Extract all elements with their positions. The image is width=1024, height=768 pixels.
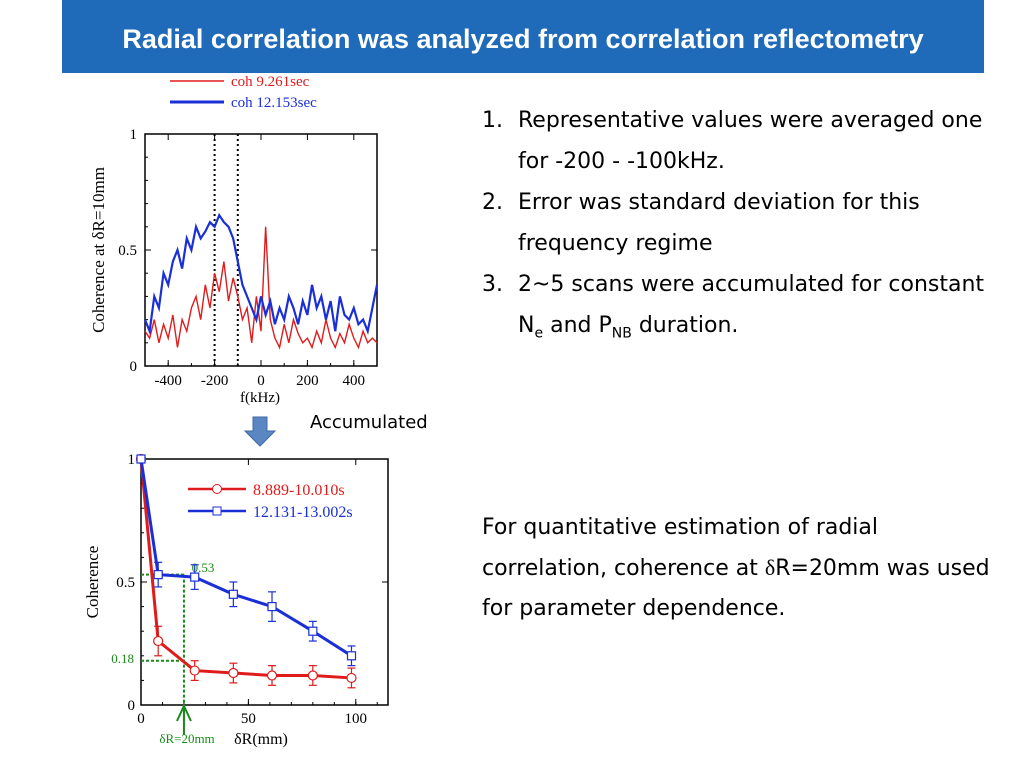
slide-title: Radial correlation was analyzed from cor… <box>122 24 924 54</box>
chart2-annotation: 0.53 <box>192 560 215 575</box>
chart1-ytick-label: 1 <box>130 127 138 143</box>
list-item: 2. Error was standard deviation for this … <box>482 182 1002 264</box>
chart2-ytick-label: 0.5 <box>116 575 135 591</box>
chart1-legend-label: coh 9.261sec <box>231 74 310 90</box>
chart2-point-square <box>267 601 277 612</box>
list-number: 3. <box>482 272 503 297</box>
chart2-ytick-label: 0 <box>128 698 136 714</box>
list-text: Error was standard deviation for this fr… <box>518 190 920 256</box>
chart2-legend-marker <box>212 506 222 516</box>
list-text: Representative values were averaged one … <box>518 108 983 174</box>
paragraph-text: For quantitative estimation of radial co… <box>482 515 879 581</box>
chart1-xtick-label: 200 <box>296 373 319 389</box>
list-item: 3. 2~5 scans were accumulated for constan… <box>482 264 1002 354</box>
chart2-point-circle <box>189 665 200 676</box>
chart2-point-square <box>308 626 318 636</box>
chart1-ytick-label: 0.5 <box>118 243 137 259</box>
title-banner: Radial correlation was analyzed from cor… <box>62 0 984 73</box>
chart1-xtick-label: 400 <box>343 373 366 389</box>
chart2-point-circle <box>346 672 357 684</box>
subscript-e: e <box>534 325 544 342</box>
chart1-xtick-label: -200 <box>201 373 229 389</box>
chart2-xlabel: δR(mm) <box>234 731 288 748</box>
chart2-point-square <box>153 570 163 580</box>
chart2-point-square <box>346 651 357 661</box>
chart2-legend-marker <box>212 484 222 494</box>
chart2-xtick-label: 0 <box>137 711 145 727</box>
chart2-up-arrow-icon <box>176 703 192 722</box>
list-number: 1. <box>482 108 503 133</box>
paragraph-text: R=20mm was used for parameter dependence… <box>482 556 990 621</box>
chart2-point-circle <box>307 670 318 681</box>
delta-symbol: δ <box>764 555 776 580</box>
chart2-annotation: δR=20mm <box>159 731 214 746</box>
chart2-ylabel: Coherence <box>83 546 102 619</box>
list-item: 1. Representative values were averaged on… <box>482 100 1002 182</box>
list-text: 2~5 scans were accumulated for constant … <box>518 272 985 338</box>
chart1-series-line <box>144 226 378 350</box>
chart2-xtick-label: 100 <box>345 711 368 727</box>
chart2-legend-label: 12.131-13.002s <box>253 504 353 521</box>
chart2-point-circle <box>153 635 164 647</box>
chart1-xtick-label: 0 <box>257 373 265 389</box>
chart2-ytick-label: 1 <box>128 452 136 468</box>
chart2-legend-label: 8.889-10.010s <box>253 482 345 499</box>
chart2-point-circle <box>266 670 278 681</box>
chart1-series-line <box>143 212 379 336</box>
chart2-annotation: 0.18 <box>111 651 134 666</box>
accumulated-label: Accumulated <box>310 412 428 433</box>
subscript-nb: NB <box>611 325 632 342</box>
list-text: and P <box>543 313 612 338</box>
chart1-xtick-label: -400 <box>154 373 182 389</box>
chart2-point-square <box>136 454 146 464</box>
list-number: 2. <box>482 190 503 215</box>
chart1-ytick-label: 0 <box>130 359 138 375</box>
list-text: duration. <box>631 313 739 338</box>
conclusion-paragraph: For quantitative estimation of radial co… <box>482 508 1002 629</box>
chart1-xlabel: f(kHz) <box>240 390 280 406</box>
method-list: 1. Representative values were averaged on… <box>482 100 1002 354</box>
chart2-point-circle <box>228 667 239 679</box>
chart2-point-square <box>228 589 238 599</box>
chart2-point-square <box>190 572 200 582</box>
chart2-xtick-label: 50 <box>241 711 256 727</box>
chart1-ylabel: Coherence at δR=10mm <box>89 167 108 333</box>
chart1-legend-label: coh 12.153sec <box>231 95 317 111</box>
